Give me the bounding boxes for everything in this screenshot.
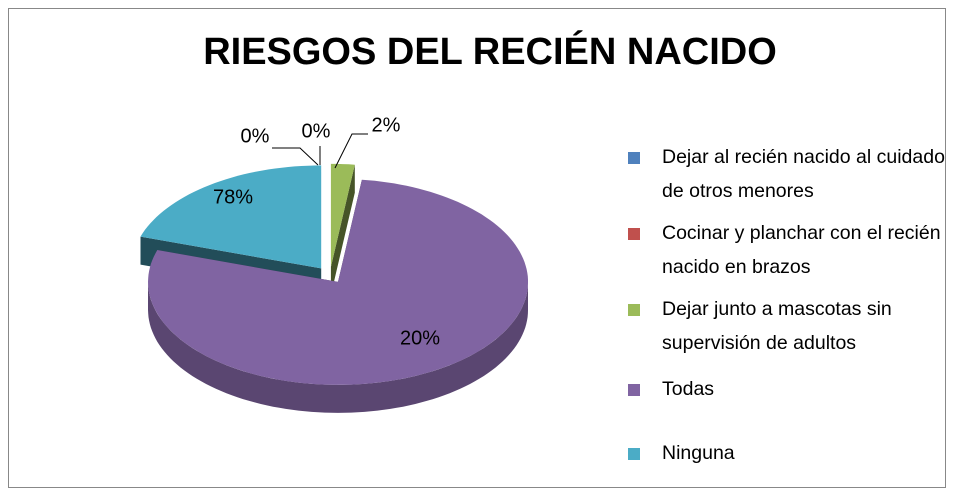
pie-slice <box>330 163 355 267</box>
data-label: 20% <box>400 327 440 349</box>
pie-slice <box>148 179 528 385</box>
chart-title: RIESGOS DEL RECIÉN NACIDO <box>203 29 777 73</box>
legend-label: Ninguna <box>662 442 735 464</box>
legend-item: Ninguna <box>628 436 952 470</box>
pie-slice-wall <box>148 281 528 413</box>
legend-label: Cocinar y planchar con el recién nacido … <box>662 222 941 278</box>
legend-item: Dejar junto a mascotas sin supervisión d… <box>628 292 952 360</box>
legend-swatch <box>628 384 640 396</box>
legend-label: Dejar al recién nacido al cuidado de otr… <box>662 146 945 202</box>
legend-swatch <box>628 304 640 316</box>
leader-line <box>272 147 319 166</box>
pie-slice <box>140 165 322 269</box>
legend-item: Dejar al recién nacido al cuidado de otr… <box>628 140 952 208</box>
legend-swatch <box>628 152 640 164</box>
legend: Dejar al recién nacido al cuidado de otr… <box>628 140 948 470</box>
legend-swatch <box>628 228 640 240</box>
pie-slice-side <box>330 164 355 295</box>
chart-frame <box>8 8 946 488</box>
legend-label: Todas <box>662 378 715 400</box>
legend-item: Cocinar y planchar con el recién nacido … <box>628 216 952 284</box>
leader-line <box>334 133 368 169</box>
legend-item: Todas <box>628 372 952 406</box>
data-label: 2% <box>372 114 401 136</box>
data-label: 0% <box>302 120 331 142</box>
data-label: 0% <box>241 125 270 147</box>
legend-label: Dejar junto a mascotas sin supervisión d… <box>662 298 892 354</box>
data-label: 78% <box>213 186 253 208</box>
legend-swatch <box>628 448 640 460</box>
